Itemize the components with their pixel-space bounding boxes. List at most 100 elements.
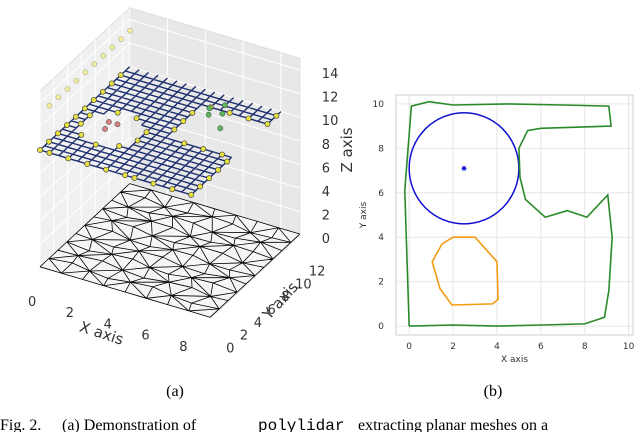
caption-code: polylidar xyxy=(258,417,344,432)
y-tick-label: 10 xyxy=(373,100,385,110)
x-tick-label: 0 xyxy=(28,295,36,310)
y-tick-label: 0 xyxy=(378,322,384,332)
y-tick-label: 2 xyxy=(240,329,248,344)
plane-point xyxy=(46,149,53,156)
z-tick-label: 8 xyxy=(322,138,330,153)
plane-point xyxy=(226,109,233,116)
z-tick-label: 2 xyxy=(322,209,330,224)
panel-label: (b) xyxy=(484,383,503,400)
panel-label: (a) xyxy=(166,383,184,400)
x-tick-label: 4 xyxy=(494,342,500,352)
outlier-point xyxy=(55,94,62,101)
x-tick-label: 2 xyxy=(66,306,74,321)
plane-point xyxy=(245,115,252,122)
y-tick-label: 0 xyxy=(226,341,234,356)
plot-area xyxy=(395,94,634,336)
outlier-point xyxy=(109,44,116,51)
x-tick-label: 6 xyxy=(141,329,149,344)
z-axis-title: Z axis xyxy=(338,127,356,172)
x-axis-title: X axis xyxy=(77,318,126,349)
z-tick-label: 14 xyxy=(322,67,339,82)
plane-point xyxy=(90,97,97,103)
outlier-point xyxy=(118,36,125,42)
plane-point xyxy=(86,112,93,119)
y-tick-label: 4 xyxy=(378,233,384,243)
plane-point xyxy=(264,121,271,127)
obstacle-point xyxy=(217,125,224,132)
outlier-point xyxy=(91,61,98,67)
plane-point xyxy=(78,131,85,138)
obstacle-point xyxy=(205,111,212,118)
plane-point xyxy=(64,122,70,128)
plane-point xyxy=(224,158,230,165)
z-tick-label: 6 xyxy=(322,161,330,176)
line xyxy=(403,100,613,327)
obstacle-point xyxy=(106,119,112,125)
z-tick-label: 0 xyxy=(322,232,330,247)
outlier-point xyxy=(64,86,71,92)
plane-point xyxy=(55,130,61,137)
x-tick-label: 8 xyxy=(179,340,187,355)
y-tick-label: 2 xyxy=(378,278,384,288)
plane-point xyxy=(108,80,115,87)
caption-rest: extracting planar meshes on a xyxy=(358,417,548,432)
x-axis-title: X axis xyxy=(501,355,528,365)
plane-point xyxy=(131,175,138,181)
mesh xyxy=(39,183,301,318)
plane-point xyxy=(81,105,88,112)
plane-point xyxy=(171,126,178,133)
obstacle-point xyxy=(206,105,213,112)
plane-mesh xyxy=(39,66,282,196)
outlier-point xyxy=(73,77,80,84)
plane-point xyxy=(122,172,128,179)
plane-point xyxy=(84,161,91,167)
z-tick-label: 4 xyxy=(322,185,330,200)
plane-point xyxy=(72,113,79,120)
y-tick-label: 12 xyxy=(309,265,326,280)
outlier-point xyxy=(100,52,107,59)
line xyxy=(431,236,499,306)
plane-point xyxy=(114,109,121,116)
y-axis-title: Y axis xyxy=(258,278,302,324)
plane-point xyxy=(37,147,43,153)
obstacle-point xyxy=(102,126,108,132)
x-tick-label: 10 xyxy=(623,342,635,352)
obstacle-point xyxy=(219,110,226,117)
plane-point xyxy=(103,166,110,173)
plane-point xyxy=(77,120,84,127)
plane-point xyxy=(197,183,204,190)
plane-point xyxy=(181,140,188,147)
plot-2d: 0 2 4 6 8 10 0 2 4 6 8 10 X axis Y axis xyxy=(359,94,635,365)
plane-point xyxy=(117,72,124,79)
plane-point xyxy=(188,191,195,198)
plane-point xyxy=(169,186,176,193)
plane-point xyxy=(189,109,196,116)
x-tick-label: 4 xyxy=(104,317,112,332)
y-tick-label: 8 xyxy=(378,144,384,154)
plane-point xyxy=(200,146,207,152)
obstacle-point xyxy=(222,102,228,109)
caption-text: (a) Demonstration of xyxy=(62,417,197,432)
z-tick-label: 12 xyxy=(322,91,339,106)
plane-point xyxy=(116,143,123,149)
plane-point xyxy=(150,180,157,187)
plane-point xyxy=(92,141,99,148)
y-tick-label: 4 xyxy=(254,316,262,331)
x-tick-label: 0 xyxy=(406,342,412,352)
point xyxy=(461,165,467,171)
z-tick-label: 10 xyxy=(322,114,339,129)
y-tick-label: 6 xyxy=(378,189,384,199)
plane-point xyxy=(134,137,141,144)
y-axis-title: Y axis xyxy=(359,201,369,229)
y-tick-label: 6 xyxy=(268,303,276,318)
outlier-point xyxy=(127,27,134,34)
plane-point xyxy=(99,88,106,95)
plane-point xyxy=(219,151,226,158)
y-tick-label: 8 xyxy=(281,290,289,305)
caption-prefix: Fig. 2. xyxy=(0,417,41,432)
plane-point xyxy=(206,175,213,182)
plane-point xyxy=(65,155,72,162)
